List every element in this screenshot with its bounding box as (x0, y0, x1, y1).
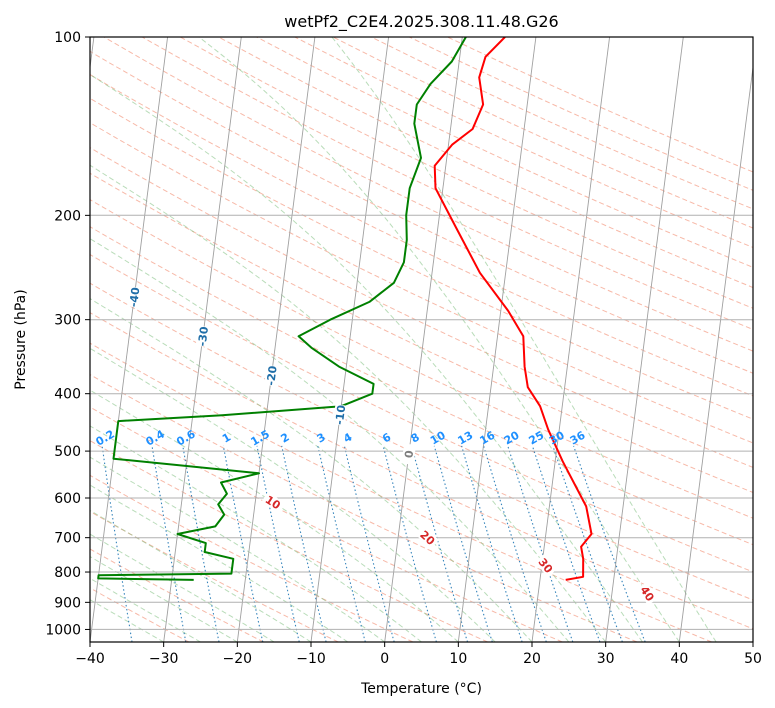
mixing-ratio-line (151, 445, 187, 642)
mixing-ratio-line (317, 445, 366, 642)
moist-adiabat-line (90, 73, 643, 642)
isotherm-label: -10 (333, 404, 348, 426)
y-tick-label: 100 (54, 30, 81, 46)
moist-adiabat-line (331, 37, 717, 642)
dry-adiabat-line (90, 406, 563, 642)
mixing-ratio-line (573, 445, 646, 642)
moist-adiabat-line (90, 389, 459, 642)
isotherm-line (457, 37, 537, 642)
isotherm-line (236, 37, 316, 642)
isotherm-label: -40 (127, 286, 142, 308)
mixing-ratio-line (182, 445, 220, 642)
dry-adiabat-line (90, 312, 753, 630)
isotherm-line (90, 37, 169, 642)
dry-adiabat-line (103, 37, 753, 352)
y-tick-label: 1000 (45, 622, 81, 638)
dry-adiabat-line (90, 282, 753, 601)
isotherm-label-background (264, 364, 279, 387)
mixing-ratio-line (433, 445, 493, 642)
mixing-ratio-line (101, 445, 133, 642)
x-tick-label: 50 (744, 651, 762, 667)
moist-adiabat-line (90, 533, 275, 642)
dry-adiabat-line (90, 147, 753, 468)
moist-adiabat-line (90, 164, 607, 642)
isotherm-line (531, 37, 611, 642)
dry-adiabats (90, 37, 753, 642)
dry-adiabat-line (218, 37, 753, 289)
moist-adiabats (90, 37, 717, 642)
isotherm-line (678, 63, 753, 642)
x-tick-label: −40 (75, 651, 105, 667)
moist-adiabat-line (90, 456, 385, 642)
dry-adiabat-line (90, 50, 753, 374)
mixing-ratio-line (461, 445, 523, 642)
dry-adiabat-line (90, 172, 753, 493)
moist-adiabat-line (90, 238, 570, 642)
y-tick-label: 400 (54, 387, 81, 403)
isotherms (90, 37, 753, 642)
isotherm-label-background (332, 404, 348, 426)
isotherm-label: 0 (402, 449, 416, 459)
moist-adiabat-label-background (636, 581, 658, 606)
mixing-ratio-line (382, 445, 437, 642)
chart-title: wetPf2_C2E4.2025.308.11.48.G26 (284, 12, 558, 32)
x-tick-label: −30 (149, 651, 179, 667)
isotherm-label: -30 (196, 325, 211, 347)
moist-adiabat-label-background (416, 526, 440, 549)
dry-adiabat-line (90, 474, 414, 642)
mixing-ratio-line (552, 445, 623, 642)
y-tick-label: 600 (54, 491, 81, 507)
mixing-ratio-line (411, 445, 469, 642)
moist-adiabat-line (90, 298, 533, 642)
y-axis-label: Pressure (hPa) (13, 289, 29, 389)
dry-adiabat-line (141, 37, 753, 330)
isotherm-label-background (195, 325, 211, 348)
dry-adiabat-line (180, 37, 753, 309)
y-tick-label: 700 (54, 531, 81, 547)
dry-adiabat-line (90, 587, 190, 642)
mixing-ratio-line (281, 445, 327, 642)
isotherm-label-background (401, 443, 417, 465)
dry-adiabat-line (90, 374, 638, 642)
temperature-profile-line (433, 37, 593, 581)
mixing-ratio-line (256, 445, 300, 642)
moist-adiabat-label-background (261, 491, 285, 513)
mixing-ratio-line (531, 445, 601, 642)
mixing-ratio-line (222, 445, 264, 642)
isotherm-line (384, 37, 463, 642)
y-tick-label: 200 (54, 208, 81, 224)
dry-adiabat-line (90, 548, 264, 642)
dry-adiabat-line (90, 440, 488, 642)
x-tick-label: −20 (223, 651, 253, 667)
isotherm-label-background (126, 286, 142, 308)
isotherm-label: -20 (264, 365, 279, 387)
moist-adiabat-line (90, 484, 349, 642)
isobars (90, 37, 753, 630)
plot-frame (89, 36, 754, 643)
y-tick-label: 800 (54, 565, 81, 581)
moist-adiabat-line (90, 347, 496, 642)
axes: −40 −30 −20 −10 0 10 20 30 40 50 100 200 300 400 500 60… (45, 30, 762, 667)
y-tick-label: 500 (54, 444, 81, 460)
x-tick-label: 20 (523, 651, 541, 667)
moist-adiabat-line (90, 577, 201, 642)
dry-adiabat-line (90, 199, 753, 519)
y-tick-label: 900 (54, 595, 81, 611)
isotherm-line (605, 37, 684, 642)
y-tick-label: 300 (54, 313, 81, 329)
moist-adiabat-line (90, 425, 422, 642)
x-tick-label: 10 (449, 651, 467, 667)
x-tick-label: 0 (380, 651, 389, 667)
x-axis-label: Temperature (°C) (360, 681, 482, 697)
moist-adiabat-line (90, 556, 238, 642)
x-tick-label: 40 (670, 651, 688, 667)
mixing-ratio-line (483, 445, 547, 642)
moist-adiabat-label-background (534, 553, 557, 578)
x-tick-label: −10 (296, 651, 326, 667)
isotherm-line (310, 37, 390, 642)
dry-adiabat-line (90, 226, 753, 546)
x-tick-label: 30 (597, 651, 615, 667)
